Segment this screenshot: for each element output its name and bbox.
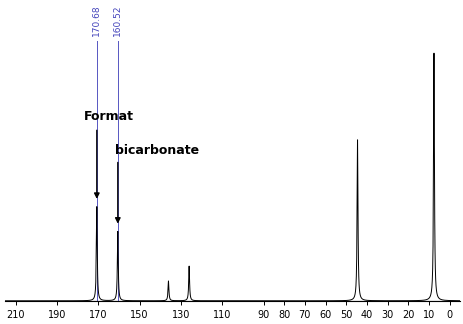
- Text: Format: Format: [84, 110, 133, 122]
- Text: 160.52: 160.52: [113, 4, 122, 36]
- Text: 170.68: 170.68: [92, 4, 101, 36]
- Text: bicarbonate: bicarbonate: [114, 144, 199, 157]
